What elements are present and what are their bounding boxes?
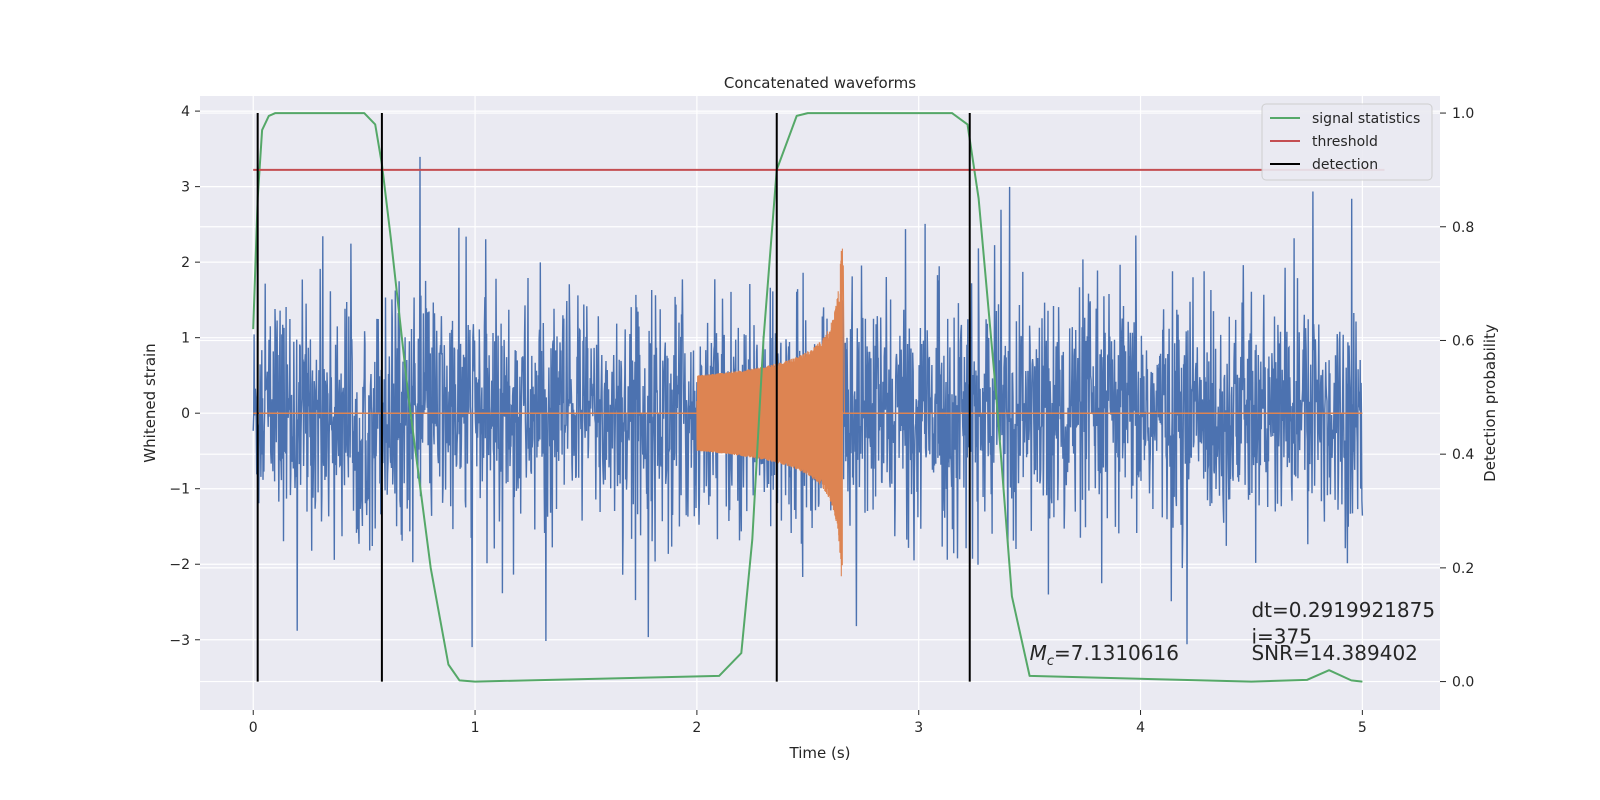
x-axis-label: Time (s) — [789, 744, 851, 762]
chirp-series — [253, 248, 1363, 577]
annotation-text: i=375 — [1251, 625, 1312, 649]
y-tick-label: 1 — [181, 331, 190, 347]
y-right-tick-label: 0.0 — [1452, 675, 1474, 691]
y-tick-label: −2 — [169, 557, 190, 573]
tick-labels: 0 1 2 3 4 5 −3 −2 −1 0 1 2 3 4 0.0 0.2 0.4 0.6 0.8 1.0 — [169, 104, 1474, 736]
legend-box — [1261, 103, 1433, 181]
math-symbol: M — [1030, 641, 1047, 665]
y-right-tick-label: 0.6 — [1452, 333, 1474, 349]
y-tick-label: −1 — [169, 482, 190, 498]
y-right-tick-label: 0.2 — [1452, 561, 1474, 577]
x-tick-label: 3 — [914, 720, 923, 736]
y-tick-label: 3 — [181, 180, 190, 196]
y-tick-label: −3 — [169, 633, 190, 649]
y-right-tick-label: 1.0 — [1452, 106, 1474, 122]
legend-label: threshold — [1312, 134, 1378, 150]
math-subscript: c — [1047, 654, 1054, 669]
legend-label: signal statistics — [1312, 111, 1420, 127]
y-tick-label: 4 — [181, 104, 190, 120]
y-tick-label: 2 — [181, 255, 190, 271]
y-right-tick-label: 0.8 — [1452, 220, 1474, 236]
math-value: =7.1310616 — [1054, 641, 1179, 665]
y-tick-label: 0 — [181, 406, 190, 422]
y-right-tick-label: 0.4 — [1452, 447, 1474, 463]
annotation-text: dt=0.2919921875 — [1251, 598, 1435, 622]
y-right-axis-label: Detection probability — [1481, 324, 1499, 482]
line-series — [252, 112, 1385, 683]
x-tick-label: 1 — [471, 720, 480, 736]
x-tick-label: 2 — [692, 720, 701, 736]
legend-label: detection — [1312, 157, 1378, 173]
x-tick-label: 5 — [1358, 720, 1367, 736]
legend: signal statistics threshold detection — [1261, 103, 1433, 181]
annotation-text: SNR=14.389402 — [1251, 641, 1417, 665]
chirp-mass-annotation: Mc=7.1310616 — [1030, 641, 1179, 669]
chart-title: Concatenated waveforms — [724, 74, 916, 92]
x-tick-label: 4 — [1136, 720, 1145, 736]
signal-statistics-line — [252, 112, 1363, 683]
y-axis-label: Whitened strain — [141, 343, 159, 462]
x-tick-label: 0 — [249, 720, 258, 736]
